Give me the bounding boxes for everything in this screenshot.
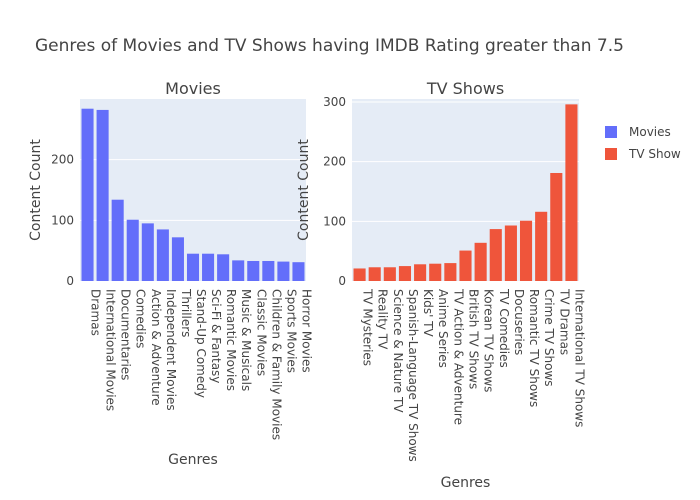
x-tick-label: Spanish-Language TV Shows: [406, 289, 420, 462]
legend-label-movies: Movies: [629, 125, 671, 139]
legend-label-tv-show: TV Show: [628, 147, 681, 161]
x-tick-label: Sports Movies: [284, 289, 298, 373]
x-tick-label: TV Dramas: [557, 288, 571, 355]
legend-item-movies[interactable]: Movies: [605, 125, 671, 139]
y-axis-title: Content Count: [296, 139, 312, 241]
chart-title: Genres of Movies and TV Shows having IMD…: [35, 36, 624, 56]
x-tick-label: Kids' TV: [421, 289, 435, 338]
bar-tv-comedies: [489, 229, 502, 281]
subplot-title: TV Shows: [426, 79, 504, 98]
bar-crime-tv-shows: [535, 211, 548, 281]
x-axis-title: Genres: [168, 452, 218, 468]
x-tick-label: International Movies: [104, 289, 118, 411]
y-axis-title: Content Count: [28, 139, 44, 241]
x-tick-label: Documentaries: [119, 289, 133, 380]
y-tick-label: 200: [323, 155, 346, 169]
bar-reality-tv: [368, 267, 381, 281]
x-tick-label: Horror Movies: [299, 289, 313, 373]
bar-stand-up-comedy: [186, 253, 200, 281]
bar-comedies: [126, 219, 139, 281]
x-tick-label: TV Comedies: [497, 288, 511, 368]
bar-tv-action-adventure: [444, 263, 457, 281]
y-tick-label: 100: [51, 213, 74, 227]
x-tick-label: Dramas: [89, 289, 103, 336]
bar-kids-tv: [414, 264, 427, 281]
x-tick-label: Independent Movies: [164, 289, 178, 411]
x-tick-label: TV Action & Adventure: [451, 288, 465, 425]
bar-music-musicals: [232, 260, 245, 281]
x-tick-label: International TV Shows: [572, 289, 586, 427]
x-tick-label: Science & Nature TV: [391, 289, 405, 413]
bar-tv-mysteries: [353, 268, 366, 281]
bar-science-nature-tv: [383, 267, 396, 281]
x-tick-label: Stand-Up Comedy: [194, 289, 208, 398]
tv-shows-subplot: 0 100 200 300 TV Mysteries Reality TV Science …: [296, 79, 586, 491]
x-tick-label: Action & Adventure: [149, 289, 163, 406]
bar-international-tv-shows: [565, 104, 578, 282]
y-tick-label: 200: [51, 153, 74, 167]
x-tick-label: Romantic TV Shows: [527, 289, 541, 407]
bar-romantic-movies: [217, 254, 230, 281]
bar-romantic-tv-shows: [519, 220, 533, 281]
legend-swatch-tv-show: [605, 148, 617, 160]
x-tick-label: British TV Shows: [467, 289, 481, 389]
subplot-title: Movies: [165, 79, 221, 98]
x-tick-label: Children & Family Movies: [269, 289, 283, 440]
bar-tv-dramas: [550, 172, 563, 281]
bar-independent-movies: [156, 229, 169, 281]
x-tick-label: Sci-Fi & Fantasy: [209, 289, 223, 383]
x-tick-label: Music & Musicals: [239, 289, 253, 391]
bar-horror-movies: [292, 262, 305, 281]
x-tick-label: Docuseries: [512, 289, 526, 355]
bar-classic-movies: [247, 260, 260, 281]
x-tick-label: Romantic Movies: [224, 289, 238, 391]
x-axis-title: Genres: [441, 475, 491, 491]
bar-children-family-movies: [262, 260, 275, 281]
bar-british-tv-shows: [459, 250, 472, 281]
bar-documentaries: [111, 199, 124, 281]
y-tick-label: 100: [323, 214, 346, 228]
x-tick-label: Korean TV Shows: [482, 289, 496, 392]
bar-anime-series: [429, 263, 442, 281]
bar-international-movies: [96, 109, 109, 281]
x-tick-label: Comedies: [134, 289, 148, 348]
x-tick-label: Thrillers: [179, 288, 193, 337]
bar-action-adventure: [141, 223, 154, 281]
x-tick-label: Classic Movies: [254, 289, 268, 376]
bar-thrillers: [171, 237, 184, 281]
movies-subplot: 0 100 200 Dramas International Movies Documen…: [28, 79, 313, 468]
x-tick-label: TV Mysteries: [361, 288, 375, 366]
bar-spanish-language-tv-shows: [398, 266, 412, 281]
bar-docuseries: [504, 225, 517, 281]
y-tick-label: 300: [323, 95, 346, 109]
bar-dramas: [81, 108, 94, 281]
legend-item-tv-show[interactable]: TV Show: [605, 147, 681, 161]
bar-sci-fi-fantasy: [202, 253, 215, 281]
x-tick-label: Anime Series: [436, 289, 450, 368]
legend[interactable]: Movies TV Show: [605, 125, 681, 161]
bar-korean-tv-shows: [474, 242, 487, 281]
x-tick-label: Reality TV: [376, 289, 390, 350]
y-tick-label: 0: [66, 274, 74, 288]
legend-swatch-movies: [605, 126, 617, 138]
bar-sports-movies: [277, 261, 290, 281]
x-tick-label: Crime TV Shows: [542, 289, 556, 387]
y-tick-label: 0: [338, 274, 346, 288]
